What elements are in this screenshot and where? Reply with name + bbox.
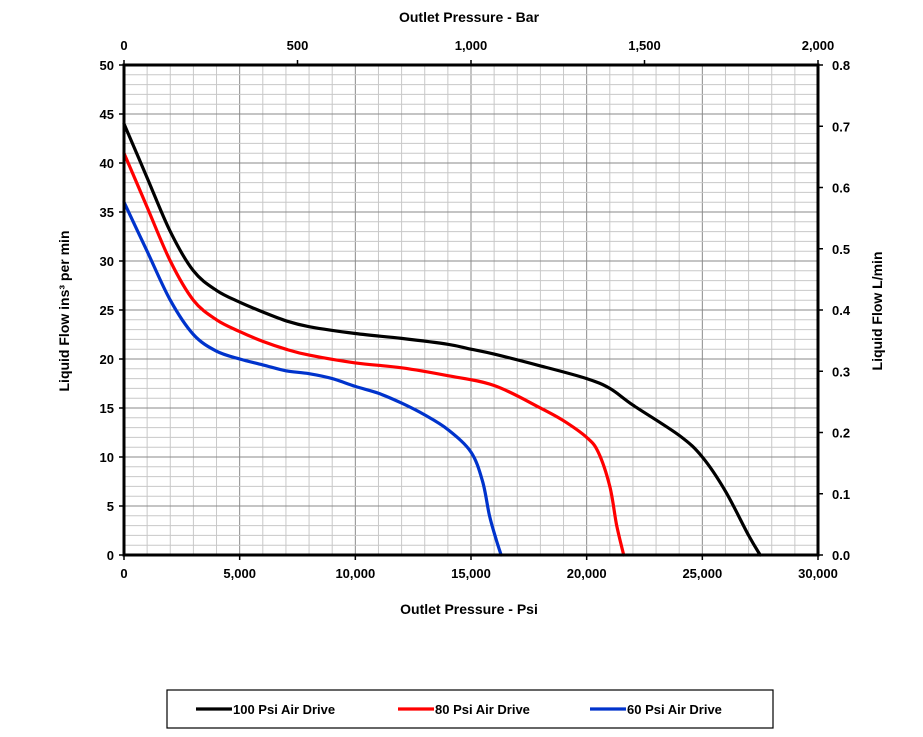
legend-box bbox=[166, 689, 774, 729]
y-axis-title: Liquid Flow ins³ per min bbox=[56, 231, 72, 392]
top-tick-label: 2,000 bbox=[802, 38, 835, 53]
x-tick-label: 15,000 bbox=[451, 566, 491, 581]
x-tick-label: 5,000 bbox=[223, 566, 256, 581]
y-tick-label: 40 bbox=[100, 156, 114, 171]
legend: 100 Psi Air Drive 80 Psi Air Drive 60 Psi … bbox=[166, 689, 774, 729]
right-tick-label: 0.7 bbox=[832, 119, 850, 134]
x-tick-label: 25,000 bbox=[682, 566, 722, 581]
x-axis-title: Outlet Pressure - Psi bbox=[400, 601, 538, 617]
legend-label: 100 Psi Air Drive bbox=[233, 702, 335, 717]
right-tick-label: 0.2 bbox=[832, 426, 850, 441]
x-tick-label: 10,000 bbox=[335, 566, 375, 581]
y-tick-label: 0 bbox=[107, 548, 114, 563]
right-tick-labels: 0.0 0.1 0.2 0.3 0.4 0.5 0.6 0.7 0.8 bbox=[818, 58, 851, 563]
right-tick-label: 0.1 bbox=[832, 487, 850, 502]
legend-label: 80 Psi Air Drive bbox=[435, 702, 530, 717]
left-tick-labels: 0 5 10 15 20 25 30 35 40 45 50 bbox=[100, 58, 124, 563]
x-tick-label: 20,000 bbox=[567, 566, 607, 581]
series-line-1 bbox=[122, 122, 762, 557]
y-tick-label: 10 bbox=[100, 450, 114, 465]
right-tick-label: 0.6 bbox=[832, 181, 850, 196]
series-line-3 bbox=[122, 200, 503, 557]
top-tick-label: 1,500 bbox=[628, 38, 661, 53]
top-tick-label: 0 bbox=[120, 38, 127, 53]
right-tick-label: 0.3 bbox=[832, 364, 850, 379]
right-tick-label: 0.5 bbox=[832, 242, 850, 257]
top-tick-label: 500 bbox=[287, 38, 309, 53]
y-tick-label: 5 bbox=[107, 499, 114, 514]
legend-label: 60 Psi Air Drive bbox=[627, 702, 722, 717]
right-tick-label: 0.4 bbox=[832, 303, 851, 318]
y-tick-label: 25 bbox=[100, 303, 114, 318]
top-axis-title: Outlet Pressure - Bar bbox=[399, 9, 540, 25]
y-tick-label: 50 bbox=[100, 58, 114, 73]
grid bbox=[124, 65, 818, 555]
y-tick-label: 45 bbox=[100, 107, 114, 122]
series-line-2 bbox=[122, 151, 626, 557]
y-tick-label: 35 bbox=[100, 205, 114, 220]
top-tick-label: 1,000 bbox=[455, 38, 488, 53]
right-tick-label: 0.8 bbox=[832, 58, 850, 73]
y-tick-label: 20 bbox=[100, 352, 114, 367]
top-tick-labels: 0 500 1,000 1,500 2,000 bbox=[120, 38, 834, 65]
bottom-tick-labels: 0 5,000 10,000 15,000 20,000 25,000 30,000 bbox=[120, 555, 838, 581]
right-tick-label: 0.0 bbox=[832, 548, 850, 563]
y-tick-label: 30 bbox=[100, 254, 114, 269]
series-layer bbox=[122, 122, 762, 557]
x-tick-label: 0 bbox=[120, 566, 127, 581]
y-tick-label: 15 bbox=[100, 401, 114, 416]
legend-items: 100 Psi Air Drive 80 Psi Air Drive 60 Psi … bbox=[196, 702, 722, 717]
x-tick-label: 30,000 bbox=[798, 566, 838, 581]
right-axis-title: Liquid Flow L/min bbox=[869, 252, 885, 371]
